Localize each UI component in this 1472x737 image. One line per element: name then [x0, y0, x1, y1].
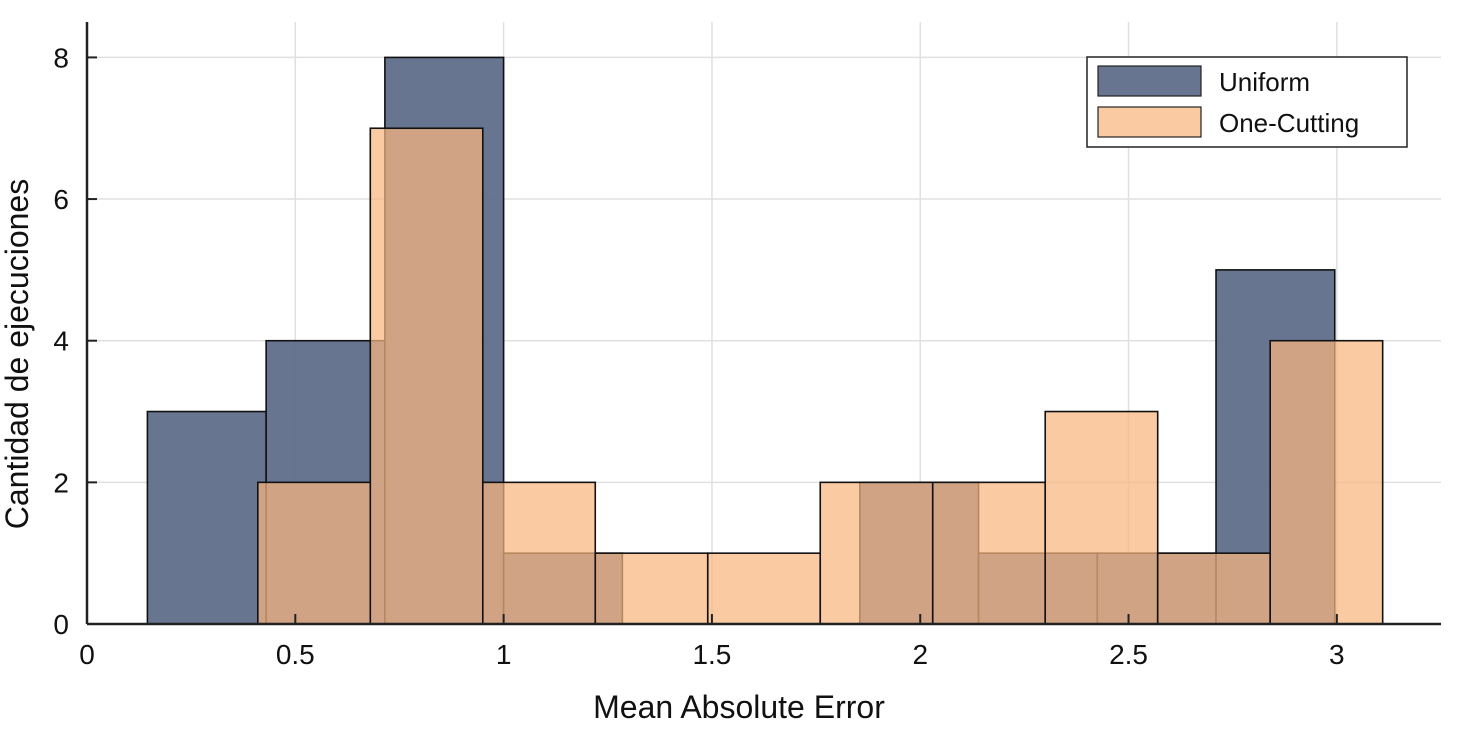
- x-tick-label: 2.5: [1109, 639, 1148, 670]
- x-axis-label: Mean Absolute Error: [593, 689, 885, 725]
- legend-swatch-uniform: [1097, 65, 1202, 97]
- legend-label-uniform: Uniform: [1219, 67, 1310, 97]
- axes: [85, 22, 1441, 626]
- bar: [369, 127, 484, 625]
- bar: [481, 481, 597, 625]
- bar: [1156, 552, 1271, 625]
- x-tick-label: 0: [79, 639, 95, 670]
- bar: [146, 410, 267, 625]
- series-one-cutting: [257, 127, 1384, 625]
- y-tick-label: 6: [53, 184, 69, 215]
- y-tick-label: 8: [53, 42, 69, 73]
- x-tick-label: 1: [496, 639, 512, 670]
- x-tick-label: 0.5: [276, 639, 315, 670]
- y-tick-label: 2: [53, 467, 69, 498]
- bar: [1044, 410, 1159, 625]
- legend-swatch-one-cutting: [1097, 106, 1202, 138]
- x-tick-label: 1.5: [692, 639, 731, 670]
- x-tick-label: 3: [1329, 639, 1345, 670]
- tick-labels: 0 0.5 1 1.5 2 2.5 3 0 2 4 6 8: [53, 42, 1344, 670]
- x-tick-label: 2: [912, 639, 928, 670]
- bar: [931, 481, 1047, 625]
- bar: [1269, 339, 1384, 625]
- bar: [257, 481, 372, 625]
- legend: Uniform One-Cutting: [1086, 56, 1408, 148]
- legend-label-one-cutting: One-Cutting: [1219, 108, 1359, 138]
- bar: [594, 552, 709, 625]
- bar: [819, 481, 934, 625]
- y-axis-label: Cantidad de ejecuciones: [0, 179, 35, 529]
- y-tick-label: 4: [53, 326, 69, 357]
- y-tick-label: 0: [53, 609, 69, 640]
- bar: [706, 552, 822, 625]
